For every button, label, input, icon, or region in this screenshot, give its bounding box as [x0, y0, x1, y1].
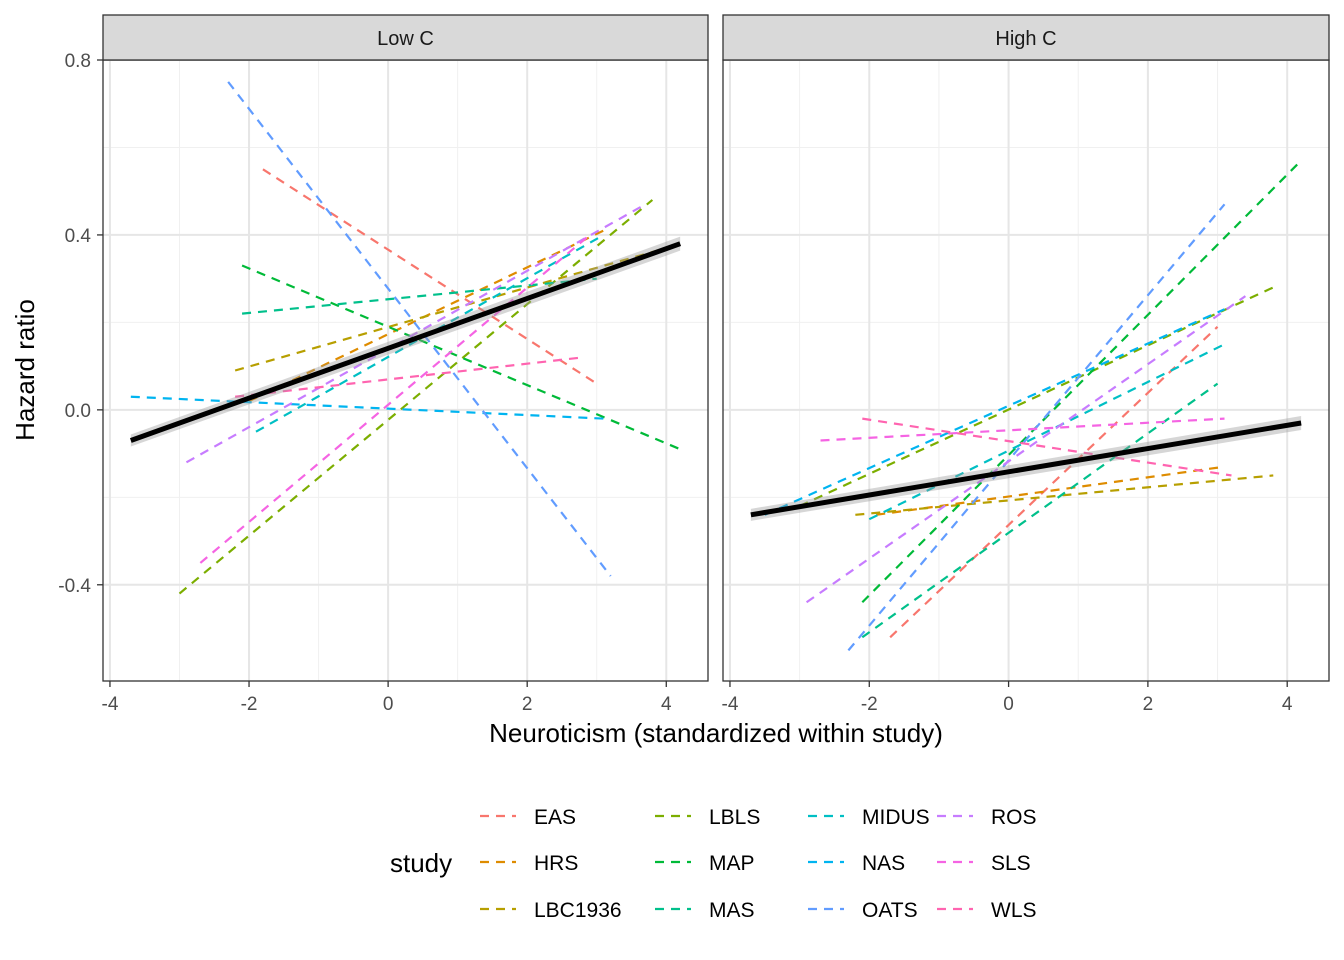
x-tick-label: 4 [661, 694, 672, 715]
x-tick-label: 4 [1282, 694, 1293, 715]
legend-label: HRS [534, 852, 578, 875]
series-line-lbc1936 [855, 474, 1274, 516]
overall-trend-line [129, 241, 682, 443]
legend-label: LBLS [709, 806, 760, 829]
facet-strip [102, 14, 709, 61]
series-line-lbls [178, 199, 654, 595]
series-line-oats [227, 81, 612, 577]
x-tick-label: 0 [1003, 694, 1014, 715]
series-line-midus [868, 343, 1226, 521]
legend-label: EAS [534, 806, 576, 829]
legend-item-eas: EAS [480, 806, 576, 829]
legend-label: ROS [991, 806, 1037, 829]
facet-strip-label: Low C [377, 28, 434, 50]
y-tick-label: -0.4 [58, 576, 91, 597]
legend-label: MAS [709, 899, 755, 922]
series-line-mas [861, 382, 1219, 639]
legend-label: NAS [862, 852, 905, 875]
series-line-sls [199, 234, 591, 564]
series-line-sls [820, 417, 1225, 442]
legend-item-wls: WLS [937, 899, 1037, 922]
series-line-wls [235, 356, 583, 398]
y-tick-label: 0.8 [65, 51, 91, 72]
legend-label: OATS [862, 899, 918, 922]
x-axis: -4 -2 0 2 4 -4 -2 0 2 4 [102, 681, 1293, 715]
x-tick-label: 2 [522, 694, 533, 715]
legend-label: SLS [991, 852, 1031, 875]
panel-background [723, 60, 1329, 681]
x-tick-label: 0 [383, 694, 394, 715]
series-line-mas [241, 277, 597, 315]
series-line-lbc1936 [234, 246, 667, 372]
y-axis-title: Hazard ratio [10, 299, 40, 441]
legend-label: LBC1936 [534, 899, 622, 922]
panel-0: Low C [102, 14, 709, 682]
y-tick-label: 0.4 [65, 226, 92, 247]
x-tick-label: -2 [861, 694, 878, 715]
legend-item-midus: MIDUS [808, 806, 930, 829]
y-tick-label: 0.0 [65, 401, 91, 422]
x-tick-label: -4 [722, 694, 739, 715]
legend-item-nas: NAS [808, 852, 905, 875]
series-line-hrs [876, 465, 1225, 516]
legend-item-hrs: HRS [480, 852, 578, 875]
series-line-map [861, 159, 1302, 604]
series-line-oats [847, 203, 1226, 652]
x-axis-title: Neuroticism (standardized within study) [489, 718, 943, 748]
legend-title: study [390, 848, 452, 878]
y-axis: -0.4 0.0 0.4 0.8 [58, 51, 103, 597]
legend-item-lbls: LBLS [655, 806, 760, 829]
x-tick-label: -4 [102, 694, 119, 715]
legend-item-mas: MAS [655, 899, 755, 922]
overall-trend-line [750, 420, 1302, 518]
series-line-ros [185, 203, 646, 464]
series-line-nas [764, 308, 1225, 516]
x-tick-label: -2 [241, 694, 258, 715]
x-tick-label: 2 [1143, 694, 1154, 715]
series-line-eas [889, 325, 1219, 639]
legend-label: MIDUS [862, 806, 930, 829]
legend-item-sls: SLS [937, 852, 1031, 875]
legend-label: WLS [991, 899, 1037, 922]
panels-layer: Low C High C [102, 14, 1330, 682]
panel-1: High C [722, 14, 1330, 682]
legend-item-map: MAP [655, 852, 755, 875]
legend-item-oats: OATS [808, 899, 918, 922]
legend: study EAS HRS LBC1936 LBLS MAP MAS MIDUS NAS OAT… [390, 806, 1037, 922]
legend-item-lbc1936: LBC1936 [480, 899, 622, 922]
facet-strip-label: High C [995, 28, 1056, 50]
facet-strip [722, 14, 1330, 61]
series-line-eas [262, 168, 598, 385]
panel-background [103, 60, 708, 681]
legend-label: MAP [709, 852, 755, 875]
legend-item-ros: ROS [937, 806, 1037, 829]
series-line-wls [862, 417, 1232, 477]
